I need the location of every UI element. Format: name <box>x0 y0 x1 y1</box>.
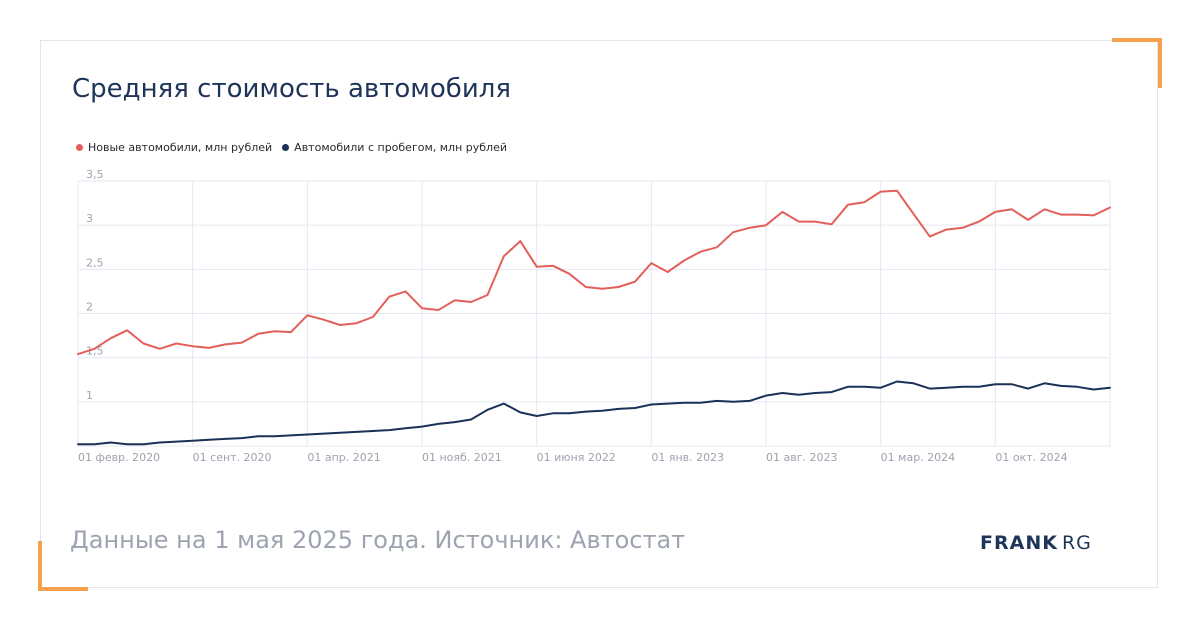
data-source-note: Данные на 1 мая 2025 года. Источник: Авт… <box>70 526 686 554</box>
y-tick-label: 2,5 <box>86 256 104 269</box>
legend-label-new-cars: Новые автомобили, млн рублей <box>88 141 273 154</box>
x-tick-label: 01 февр. 2020 <box>78 451 160 464</box>
y-axis-ticks: 3,5 3 2,5 2 1,5 1 <box>86 168 104 402</box>
x-tick-label: 01 янв. 2023 <box>651 451 724 464</box>
series-line-new-cars[interactable] <box>77 189 1111 356</box>
legend-item-new-cars[interactable]: Новые автомобили, млн рублей <box>76 141 272 154</box>
x-axis-ticks: 01 февр. 2020 01 сент. 2020 01 апр. 2021 01… <box>78 451 1068 464</box>
y-tick-label: 1 <box>86 389 93 402</box>
y-tick-label: 3 <box>86 212 93 225</box>
logo-text-light: RG <box>1061 532 1092 554</box>
logo-text-bold: FRANK <box>980 532 1058 554</box>
y-tick-label: 1,5 <box>86 345 104 358</box>
x-tick-label: 01 авг. 2023 <box>766 451 837 464</box>
brand-logo: FRANK RG <box>980 532 1092 554</box>
chart-title: Средняя стоимость автомобиля <box>72 74 511 104</box>
y-tick-label: 3,5 <box>86 168 104 181</box>
x-tick-label: 01 мар. 2024 <box>881 451 956 464</box>
series-line-used-cars[interactable] <box>77 380 1111 446</box>
legend-dot-used-cars <box>282 144 290 151</box>
y-tick-label: 2 <box>86 301 93 314</box>
x-tick-label: 01 апр. 2021 <box>307 451 380 464</box>
chart-grid <box>77 180 1111 447</box>
legend-dot-new-cars <box>76 144 83 151</box>
chart-legend: Новые автомобили, млн рублей Автомобили … <box>76 141 517 154</box>
legend-item-used-cars[interactable]: Автомобили с пробегом, млн рублей <box>282 141 507 154</box>
corner-accent-top-right-vertical <box>1158 38 1162 88</box>
x-tick-label: 01 сент. 2020 <box>193 451 272 464</box>
corner-accent-top-right <box>1112 38 1162 42</box>
x-tick-label: 01 июня 2022 <box>537 451 616 464</box>
x-tick-label: 01 нояб. 2021 <box>422 451 502 464</box>
legend-label-used-cars: Автомобили с пробегом, млн рублей <box>294 141 507 154</box>
chart-series <box>77 189 1111 446</box>
corner-accent-bottom-left <box>38 587 88 591</box>
corner-accent-bottom-left-vertical <box>38 541 42 591</box>
x-tick-label: 01 окт. 2024 <box>995 451 1067 464</box>
